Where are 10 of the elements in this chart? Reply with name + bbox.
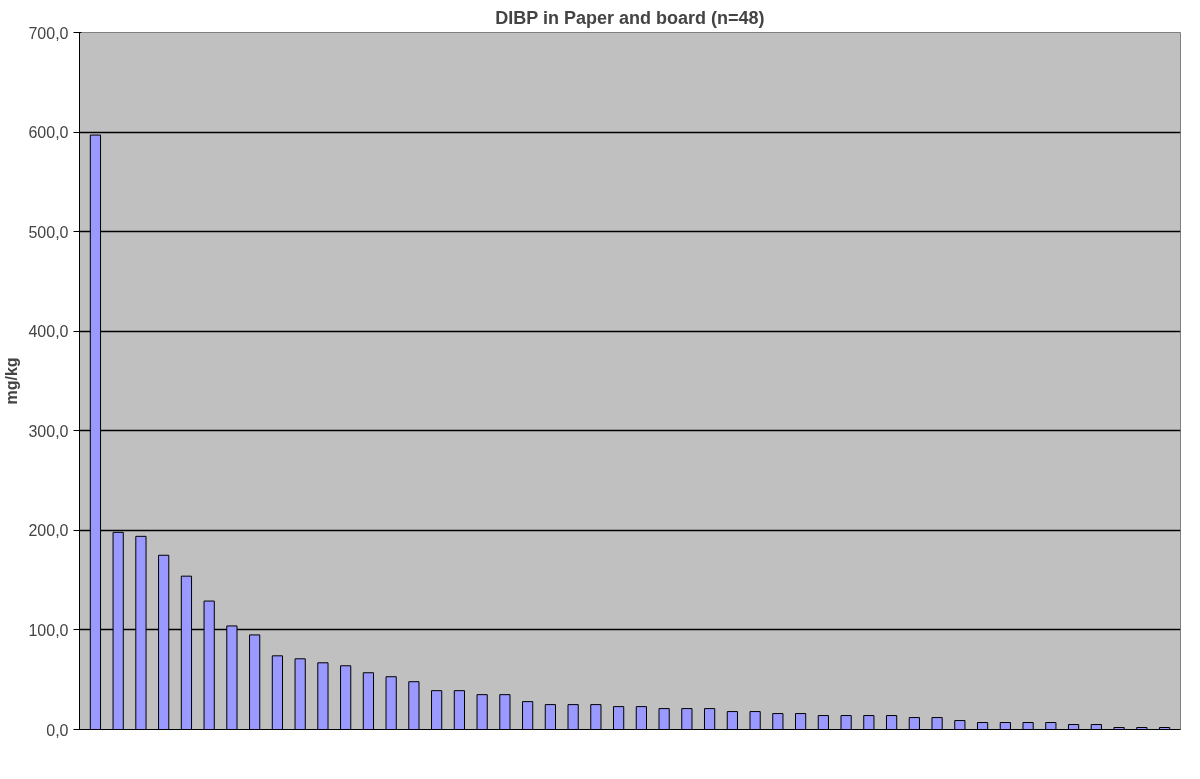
chart-title: DIBP in Paper and board (n=48)	[495, 7, 765, 28]
y-tick-label: 600,0	[28, 124, 69, 142]
y-tick-label: 500,0	[28, 223, 69, 241]
y-tick-label: 700,0	[28, 24, 69, 42]
y-tick-label: 200,0	[28, 522, 69, 540]
y-tick-label: 100,0	[28, 621, 69, 639]
y-axis-title: mg/kg	[3, 357, 21, 405]
y-tick-label: 0,0	[46, 721, 69, 739]
y-tick-label: 300,0	[28, 422, 69, 440]
y-tick-label: 400,0	[28, 323, 69, 341]
